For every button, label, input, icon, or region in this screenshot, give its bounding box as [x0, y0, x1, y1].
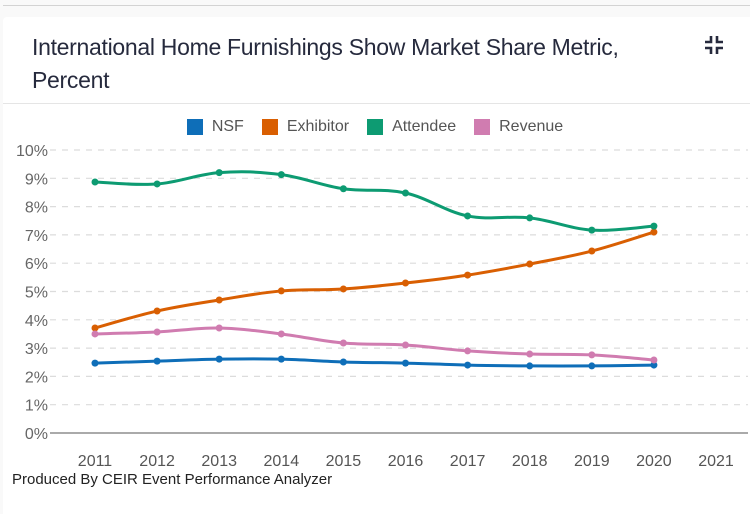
x-tick-label: 2011 — [78, 453, 113, 470]
data-point-revenue — [215, 324, 223, 332]
data-point-nsf — [402, 359, 409, 367]
card-header: International Home Furnishings Show Mark… — [3, 17, 750, 104]
footer-credit: Produced By CEIR Event Performance Analy… — [12, 471, 333, 488]
chart-title: International Home Furnishings Show Mark… — [32, 34, 619, 93]
data-point-exhibitor — [402, 279, 409, 287]
data-point-nsf — [339, 358, 347, 366]
data-point-attendee — [650, 222, 658, 230]
data-point-revenue — [526, 350, 534, 358]
series-line-attendee — [93, 170, 656, 232]
series-line-revenue — [93, 326, 656, 362]
data-point-nsf — [215, 355, 223, 363]
top-divider — [3, 5, 750, 6]
data-point-exhibitor — [277, 287, 285, 295]
data-point-attendee — [339, 185, 347, 193]
data-point-exhibitor — [153, 307, 161, 315]
y-tick-label: 0% — [25, 426, 48, 443]
data-point-attendee — [526, 214, 534, 222]
x-tick-label: 2014 — [264, 453, 300, 470]
x-tick-label: 2018 — [512, 453, 548, 470]
y-tick-label: 6% — [25, 256, 48, 273]
legend-swatch-revenue — [474, 119, 491, 135]
y-tick-label: 4% — [25, 313, 48, 330]
data-point-attendee — [464, 212, 472, 220]
data-point-nsf — [650, 361, 658, 369]
legend-label: Revenue — [499, 118, 564, 135]
data-point-revenue — [339, 339, 347, 347]
data-point-attendee — [277, 171, 285, 179]
collapse-icon — [705, 36, 723, 54]
data-point-exhibitor — [339, 285, 347, 293]
data-point-attendee — [402, 189, 409, 197]
data-point-nsf — [588, 362, 596, 370]
data-point-revenue — [153, 328, 161, 336]
data-point-attendee — [215, 169, 223, 177]
x-tick-label: 2021 — [698, 453, 734, 470]
y-tick-label: 3% — [25, 341, 48, 358]
data-point-revenue — [464, 347, 472, 355]
data-point-nsf — [153, 357, 161, 365]
x-tick-label: 2017 — [450, 453, 486, 470]
data-point-exhibitor — [650, 228, 658, 236]
data-point-revenue — [588, 351, 596, 359]
x-tick-label: 2012 — [139, 453, 175, 470]
chart-legend: NSF Exhibitor Attendee Revenue — [0, 115, 750, 139]
y-tick-label: 5% — [25, 285, 48, 302]
legend-item-exhibitor[interactable]: Exhibitor — [261, 115, 350, 139]
y-tick-label: 1% — [25, 398, 48, 415]
data-point-exhibitor — [215, 296, 223, 304]
data-point-nsf — [277, 355, 285, 363]
data-point-attendee — [153, 180, 161, 188]
data-point-nsf — [91, 359, 99, 367]
data-point-exhibitor — [464, 271, 472, 279]
data-point-attendee — [91, 178, 99, 186]
series-line-nsf — [93, 357, 656, 368]
legend-label: Attendee — [392, 118, 457, 135]
legend-swatch-exhibitor — [261, 119, 278, 135]
x-tick-label: 2020 — [636, 453, 672, 470]
x-tick-label: 2015 — [326, 453, 362, 470]
legend-label: Exhibitor — [286, 118, 350, 135]
legend-swatch-nsf — [186, 119, 203, 135]
legend-swatch-attendee — [367, 119, 384, 135]
data-point-exhibitor — [91, 324, 99, 332]
data-point-revenue — [91, 330, 99, 338]
data-point-exhibitor — [526, 260, 534, 268]
legend-item-revenue[interactable]: Revenue — [474, 115, 563, 139]
chart-card: International Home Furnishings Show Mark… — [3, 17, 750, 514]
data-point-nsf — [526, 362, 534, 370]
data-point-revenue — [402, 341, 409, 349]
collapse-button[interactable] — [701, 32, 727, 58]
y-tick-label: 10% — [16, 143, 48, 160]
legend-item-nsf[interactable]: NSF — [186, 115, 244, 139]
y-tick-label: 2% — [25, 369, 48, 386]
data-point-nsf — [464, 361, 472, 369]
data-point-exhibitor — [588, 247, 596, 255]
y-tick-label: 7% — [25, 228, 48, 245]
y-tick-label: 9% — [25, 171, 48, 188]
x-tick-label: 2019 — [574, 453, 610, 470]
legend-label: NSF — [211, 118, 244, 135]
x-tick-label: 2013 — [201, 453, 237, 470]
legend-item-attendee[interactable]: Attendee — [367, 115, 456, 139]
series-line-exhibitor — [93, 230, 656, 330]
x-tick-label: 2016 — [388, 453, 424, 470]
data-point-revenue — [277, 330, 285, 338]
y-tick-label: 8% — [25, 200, 48, 217]
data-point-attendee — [588, 226, 596, 234]
data-point-revenue — [650, 356, 658, 364]
